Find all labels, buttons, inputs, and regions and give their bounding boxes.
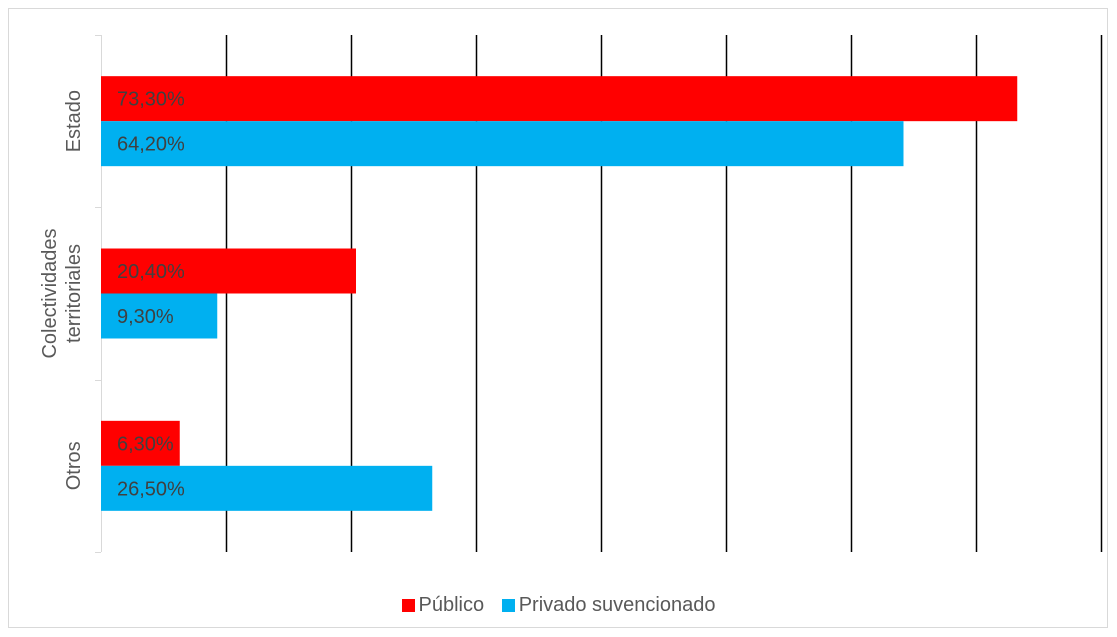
category-label: Colectividades territoriales	[39, 228, 85, 358]
bar-privado-0	[101, 121, 904, 167]
data-label: 73,30%	[117, 89, 185, 111]
legend-label-publico: Público	[418, 594, 485, 616]
legend-item-publico: Público	[401, 594, 485, 617]
category-label: Otros	[63, 441, 85, 490]
category-label: Estado	[63, 90, 85, 152]
legend-item-privado: Privado suvencionado	[501, 594, 716, 617]
bar-privado-2	[101, 465, 433, 511]
bars: 73,30% 64,20% 20,40% 9,30% 6,30% 26,50%	[101, 76, 1018, 511]
legend: Público Privado suvencionado	[0, 594, 1117, 618]
bar-publico-0	[101, 76, 1018, 122]
category-axis	[95, 35, 102, 553]
data-label: 9,30%	[117, 306, 174, 328]
bar-publico-2	[101, 420, 180, 466]
data-label: 20,40%	[117, 261, 185, 283]
data-label: 64,20%	[117, 134, 185, 156]
legend-swatch-publico	[401, 599, 415, 612]
bar-privado-1	[101, 293, 218, 339]
bar-publico-1	[101, 248, 356, 294]
data-label: 6,30%	[117, 433, 174, 455]
legend-swatch-privado	[501, 599, 515, 612]
category-labels: Estado Colectividades territoriales Otros	[39, 90, 85, 490]
legend-label-privado: Privado suvencionado	[518, 594, 716, 616]
data-label: 26,50%	[117, 478, 185, 500]
chart-frame	[8, 8, 1108, 628]
